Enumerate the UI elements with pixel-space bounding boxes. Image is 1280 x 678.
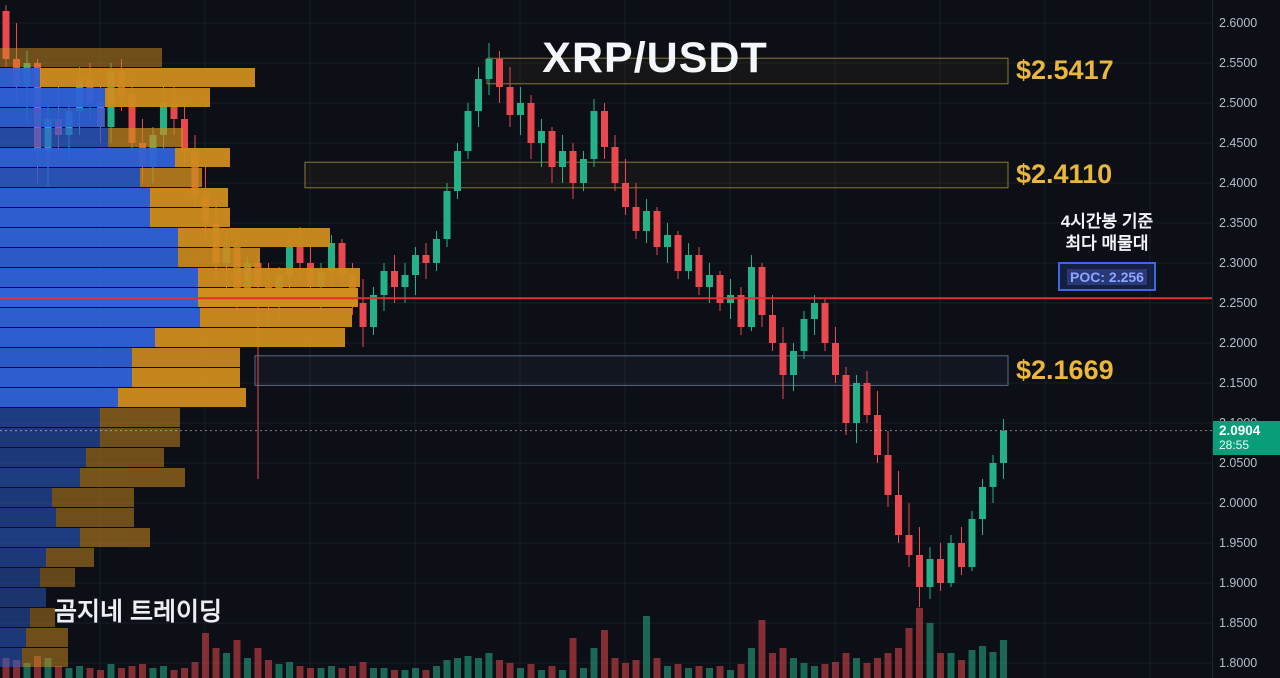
price-tick: 2.3500 bbox=[1219, 216, 1258, 230]
zone-price-label-2[interactable]: $2.4110 bbox=[1016, 159, 1113, 189]
current-price-badge: 2.0904 28:55 bbox=[1213, 420, 1280, 455]
poc-note-line2: 최다 매물대 bbox=[1065, 234, 1149, 253]
price-tick: 1.9000 bbox=[1219, 576, 1258, 590]
price-tick: 2.4500 bbox=[1219, 136, 1258, 150]
poc-note-line1: 4시간봉 기준 bbox=[1060, 212, 1154, 231]
profile-layer bbox=[0, 48, 360, 667]
current-price: 2.0904 bbox=[1219, 422, 1261, 438]
price-tick: 2.6000 bbox=[1219, 16, 1258, 30]
zone-price-label-1[interactable]: $2.5417 bbox=[1016, 55, 1114, 85]
price-tick: 2.2000 bbox=[1219, 336, 1258, 350]
price-tick: 2.5000 bbox=[1219, 96, 1258, 110]
price-tick: 2.3000 bbox=[1219, 256, 1258, 270]
price-tick: 2.0500 bbox=[1219, 456, 1258, 470]
watermark: 곰지네 트레이딩 bbox=[54, 598, 222, 626]
price-tick: 2.5500 bbox=[1219, 56, 1258, 70]
poc-label-text: POC: 2.256 bbox=[1067, 268, 1147, 285]
price-tick: 1.8500 bbox=[1219, 616, 1258, 630]
volume-layer bbox=[2, 608, 1007, 678]
lines-layer bbox=[0, 297, 1212, 432]
price-tick: 1.9500 bbox=[1219, 536, 1258, 550]
symbol-title: XRP/USDT bbox=[542, 34, 768, 82]
price-tick: 1.8000 bbox=[1219, 656, 1258, 670]
price-tick: 2.2500 bbox=[1219, 296, 1258, 310]
price-axis[interactable]: 2.0904 28:55 2.6000 2.5500 2.5000 2.4500 2.4… bbox=[1212, 0, 1280, 678]
poc-annotation: 4시간봉 기준 최다 매물대 bbox=[1046, 211, 1168, 255]
price-tick: 2.1500 bbox=[1219, 376, 1258, 390]
zone-price-label-3[interactable]: $2.1669 bbox=[1016, 354, 1114, 385]
price-tick: 2.0000 bbox=[1219, 496, 1258, 510]
zones-layer bbox=[254, 57, 1009, 386]
price-tick: 2.4000 bbox=[1219, 176, 1258, 190]
price-chart[interactable] bbox=[0, 0, 1212, 678]
candle-countdown: 28:55 bbox=[1219, 437, 1250, 452]
poc-label-box[interactable]: POC: 2.256 bbox=[1058, 262, 1156, 291]
